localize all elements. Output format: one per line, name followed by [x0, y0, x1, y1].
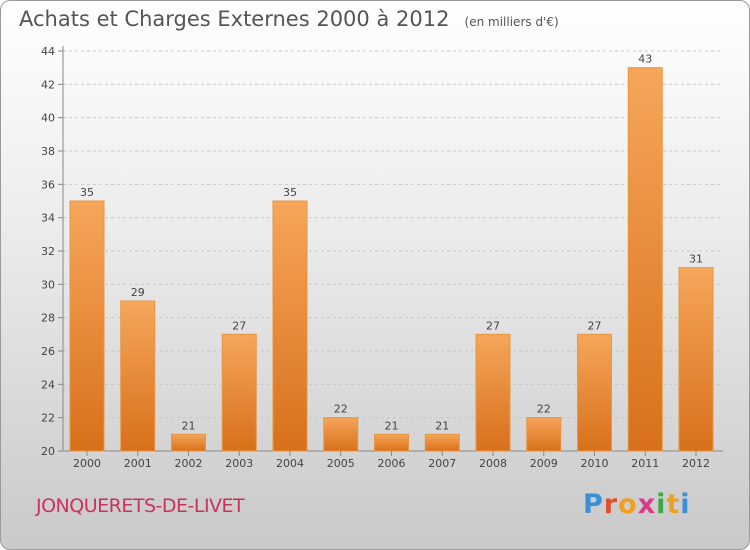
bar-2003	[221, 333, 257, 452]
logo-letter: x	[637, 489, 657, 520]
chart-title-block: Achats et Charges Externes 2000 à 2012 (…	[19, 7, 559, 31]
y-tick-label: 40	[41, 112, 55, 125]
proxiti-logo[interactable]: Proxiti	[583, 489, 691, 520]
value-labels: 35 29 21 27 35 22 21 21 27 22 27 43 31	[80, 53, 703, 433]
x-tick-label: 2004	[276, 457, 304, 470]
value-label: 21	[385, 419, 399, 432]
value-label: 27	[588, 319, 602, 332]
logo-letter: P	[583, 489, 604, 520]
chart-title: Achats et Charges Externes 2000 à 2012	[19, 7, 450, 31]
bar-2009	[526, 417, 562, 452]
y-tick-label: 32	[41, 245, 55, 258]
x-tick-label: 2001	[124, 457, 152, 470]
bar-2012	[678, 267, 714, 452]
x-tick-labels: 2000 2001 2002 2003 2004 2005 2006 2007 2008 2009…	[73, 451, 710, 470]
value-label: 21	[182, 419, 196, 432]
y-tick-label: 22	[41, 412, 55, 425]
grid-lines	[58, 50, 723, 452]
x-tick-label: 2002	[175, 457, 203, 470]
value-label: 22	[537, 403, 551, 416]
x-tick-label: 2005	[327, 457, 355, 470]
value-label: 22	[334, 403, 348, 416]
bar-2000	[69, 200, 105, 452]
value-label: 21	[435, 419, 449, 432]
y-tick-label: 20	[41, 445, 55, 458]
x-tick-label: 2009	[530, 457, 558, 470]
logo-letter: t	[666, 489, 681, 520]
x-tick-label: 2011	[631, 457, 659, 470]
x-tick-label: 2007	[428, 457, 456, 470]
bars	[69, 67, 714, 452]
value-label: 31	[689, 253, 703, 266]
y-tick-label: 42	[41, 78, 55, 91]
x-tick-label: 2008	[479, 457, 507, 470]
y-tick-label: 24	[41, 378, 55, 391]
value-label: 27	[486, 319, 500, 332]
bar-2002	[171, 433, 206, 452]
commune-name: JONQUERETS-DE-LIVET	[36, 495, 245, 517]
bar-2007	[424, 433, 460, 452]
y-tick-label: 38	[41, 145, 55, 158]
bar-2005	[323, 417, 359, 452]
axes	[62, 46, 723, 452]
bar-2006	[374, 433, 409, 452]
y-tick-label: 34	[41, 212, 55, 225]
x-tick-label: 2012	[682, 457, 710, 470]
value-label: 29	[131, 286, 145, 299]
x-tick-label: 2006	[378, 457, 406, 470]
x-tick-label: 2010	[581, 457, 609, 470]
bar-2010	[577, 333, 612, 452]
logo-letter: o	[618, 489, 638, 520]
x-tick-label: 2000	[73, 457, 101, 470]
value-label: 35	[80, 186, 94, 199]
value-label: 43	[638, 53, 652, 66]
logo-letter: i	[680, 489, 691, 520]
y-tick-label: 26	[41, 345, 55, 358]
bar-2004	[272, 200, 308, 452]
logo-letter: r	[603, 489, 619, 520]
x-tick-label: 2003	[225, 457, 253, 470]
bar-2011	[627, 67, 663, 452]
y-tick-label: 30	[41, 278, 55, 291]
bar-2001	[120, 300, 156, 452]
chart-unit: (en milliers d'€)	[464, 15, 559, 29]
value-label: 35	[283, 186, 297, 199]
y-tick-label: 44	[41, 45, 55, 58]
bar-2008	[475, 333, 511, 452]
logo-letter: i	[656, 489, 667, 520]
value-label: 27	[232, 319, 246, 332]
y-tick-label: 36	[41, 178, 55, 191]
y-tick-labels: 20 22 24 26 28 30 32 34 36 38 40 42 44	[41, 45, 55, 458]
y-tick-label: 28	[41, 312, 55, 325]
